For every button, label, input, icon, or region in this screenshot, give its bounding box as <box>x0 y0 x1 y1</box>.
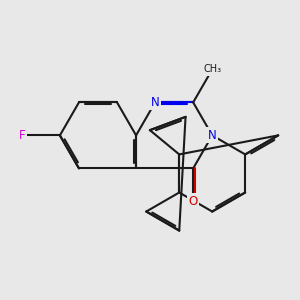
Text: F: F <box>19 129 25 142</box>
Text: CH₃: CH₃ <box>203 64 221 74</box>
Text: O: O <box>189 195 198 208</box>
Text: N: N <box>208 129 217 142</box>
Text: N: N <box>151 96 160 109</box>
